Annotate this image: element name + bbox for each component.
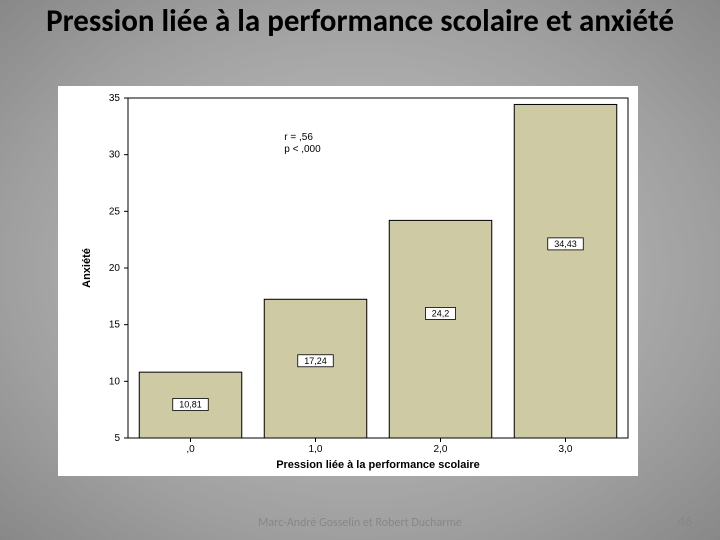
- x-tick-label: ,0: [186, 444, 195, 455]
- x-tick-label: 2,0: [434, 444, 448, 455]
- y-tick-label: 25: [109, 206, 121, 217]
- x-tick-label: 1,0: [309, 444, 323, 455]
- y-tick-label: 10: [109, 376, 121, 387]
- y-tick-label: 5: [114, 433, 120, 444]
- value-label: 17,24: [304, 356, 327, 366]
- x-axis-title: Pression liée à la performance scolaire: [276, 459, 480, 471]
- bar-chart: 5 10 15 20 25 30 35 Anxiété 10,81 ,0 17,24 1,0 24,2 2…: [58, 86, 638, 476]
- y-tick-label: 15: [109, 320, 121, 331]
- y-tick-label: 35: [109, 93, 121, 104]
- bar: [264, 299, 367, 438]
- y-tick-label: 30: [109, 150, 121, 161]
- bar: [514, 104, 617, 438]
- slide-title: Pression liée à la performance scolaire …: [0, 4, 720, 40]
- value-label: 10,81: [179, 399, 202, 409]
- y-tick-label: 20: [109, 263, 121, 274]
- y-axis-title: Anxiété: [81, 248, 93, 288]
- footer-authors: Marc-André Gosselin et Robert Ducharme: [0, 516, 720, 530]
- bar: [389, 220, 492, 438]
- chart-container: 5 10 15 20 25 30 35 Anxiété 10,81 ,0 17,24 1,0 24,2 2…: [58, 86, 638, 476]
- annotation-r: r = ,56: [284, 132, 313, 143]
- page-number: 46: [678, 513, 692, 530]
- slide: Pression liée à la performance scolaire …: [0, 0, 720, 540]
- x-tick-label: 3,0: [559, 444, 573, 455]
- value-label: 34,43: [554, 239, 577, 249]
- value-label: 24,2: [432, 308, 450, 318]
- annotation-p: p < ,000: [284, 144, 321, 155]
